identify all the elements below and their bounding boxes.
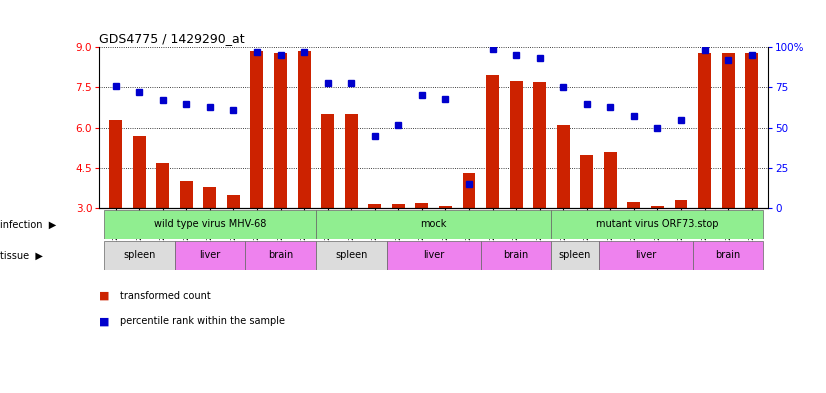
Bar	[274, 53, 287, 208]
Bar	[156, 163, 169, 208]
Text: brain: brain	[504, 250, 529, 260]
Text: spleen: spleen	[559, 250, 591, 260]
Bar	[510, 81, 523, 208]
Bar	[415, 203, 429, 208]
Text: ■: ■	[99, 316, 110, 327]
Bar	[599, 241, 693, 270]
Bar	[552, 211, 763, 239]
Text: liver: liver	[199, 250, 221, 260]
Bar	[651, 206, 664, 208]
Text: brain: brain	[715, 250, 741, 260]
Bar	[344, 114, 358, 208]
Bar	[675, 200, 687, 208]
Text: spleen: spleen	[335, 250, 368, 260]
Text: liver: liver	[635, 250, 657, 260]
Bar	[534, 82, 546, 208]
Bar	[604, 152, 617, 208]
Bar	[245, 241, 316, 270]
Bar	[368, 204, 382, 208]
Bar	[698, 53, 711, 208]
Bar	[316, 241, 387, 270]
Bar	[133, 136, 145, 208]
Bar	[481, 241, 552, 270]
Bar	[104, 211, 316, 239]
Text: wild type virus MHV-68: wild type virus MHV-68	[154, 219, 266, 229]
Bar	[387, 241, 481, 270]
Bar	[722, 53, 734, 208]
Text: transformed count: transformed count	[120, 291, 211, 301]
Text: GDS4775 / 1429290_at: GDS4775 / 1429290_at	[99, 31, 244, 44]
Bar	[109, 120, 122, 208]
Bar	[463, 173, 476, 208]
Text: mutant virus ORF73.stop: mutant virus ORF73.stop	[596, 219, 719, 229]
Bar	[392, 204, 405, 208]
Text: spleen: spleen	[123, 250, 155, 260]
Bar	[227, 195, 240, 208]
Text: ■: ■	[99, 291, 110, 301]
Bar	[180, 182, 192, 208]
Bar	[321, 114, 334, 208]
Text: liver: liver	[423, 250, 444, 260]
Bar	[203, 187, 216, 208]
Bar	[316, 211, 552, 239]
Bar	[693, 241, 763, 270]
Text: mock: mock	[420, 219, 447, 229]
Text: brain: brain	[268, 250, 293, 260]
Bar	[104, 241, 174, 270]
Text: infection  ▶: infection ▶	[0, 220, 56, 230]
Bar	[557, 125, 570, 208]
Bar	[297, 51, 311, 208]
Bar	[174, 241, 245, 270]
Bar	[486, 75, 499, 208]
Bar	[250, 51, 263, 208]
Bar	[439, 206, 452, 208]
Bar	[628, 202, 640, 208]
Bar	[581, 154, 593, 208]
Bar	[552, 241, 599, 270]
Bar	[745, 53, 758, 208]
Text: tissue  ▶: tissue ▶	[0, 251, 43, 261]
Text: percentile rank within the sample: percentile rank within the sample	[120, 316, 285, 327]
